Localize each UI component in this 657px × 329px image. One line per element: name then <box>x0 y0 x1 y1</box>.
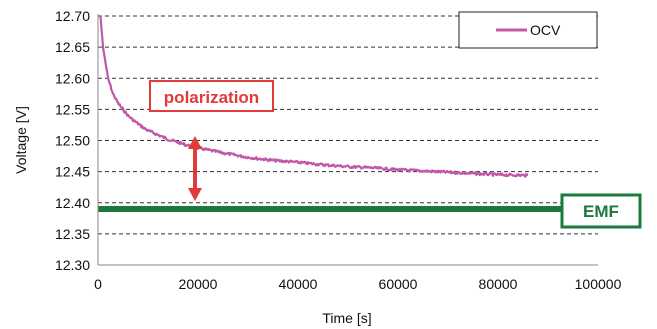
polarization-annotation: polarization <box>149 80 274 201</box>
grid-lines <box>98 15 598 235</box>
x-tick-label: 40000 <box>279 276 318 292</box>
y-tick-label: 12.50 <box>55 133 90 149</box>
polarization-arrow <box>188 136 202 201</box>
x-axis-title: Time [s] <box>322 310 371 326</box>
emf-label: EMF <box>583 202 619 221</box>
ocv-line <box>99 15 529 178</box>
x-tick-label: 80000 <box>479 276 518 292</box>
series-layer <box>98 15 598 212</box>
x-tick-label: 20000 <box>179 276 218 292</box>
tick-labels: 12.30 12.35 12.40 12.45 12.50 12.55 12.60 12.65… <box>55 8 622 292</box>
x-tick-label: 100000 <box>575 276 622 292</box>
polarization-label: polarization <box>164 88 259 107</box>
legend-ocv-label: OCV <box>530 22 561 38</box>
x-tick-label: 60000 <box>379 276 418 292</box>
x-tick-label: 0 <box>94 276 102 292</box>
legend: OCV <box>458 11 598 49</box>
y-tick-label: 12.70 <box>55 8 90 24</box>
y-tick-label: 12.60 <box>55 70 90 86</box>
y-tick-label: 12.65 <box>55 39 90 55</box>
y-tick-label: 12.55 <box>55 101 90 117</box>
y-tick-label: 12.40 <box>55 195 90 211</box>
y-tick-label: 12.35 <box>55 226 90 242</box>
y-tick-label: 12.30 <box>55 257 90 273</box>
y-tick-label: 12.45 <box>55 164 90 180</box>
y-axis-title: Voltage [V] <box>13 106 29 174</box>
polarization-arrow-head-up <box>188 136 202 150</box>
emf-annotation: EMF <box>560 193 642 229</box>
polarization-arrow-head-down <box>188 187 202 201</box>
